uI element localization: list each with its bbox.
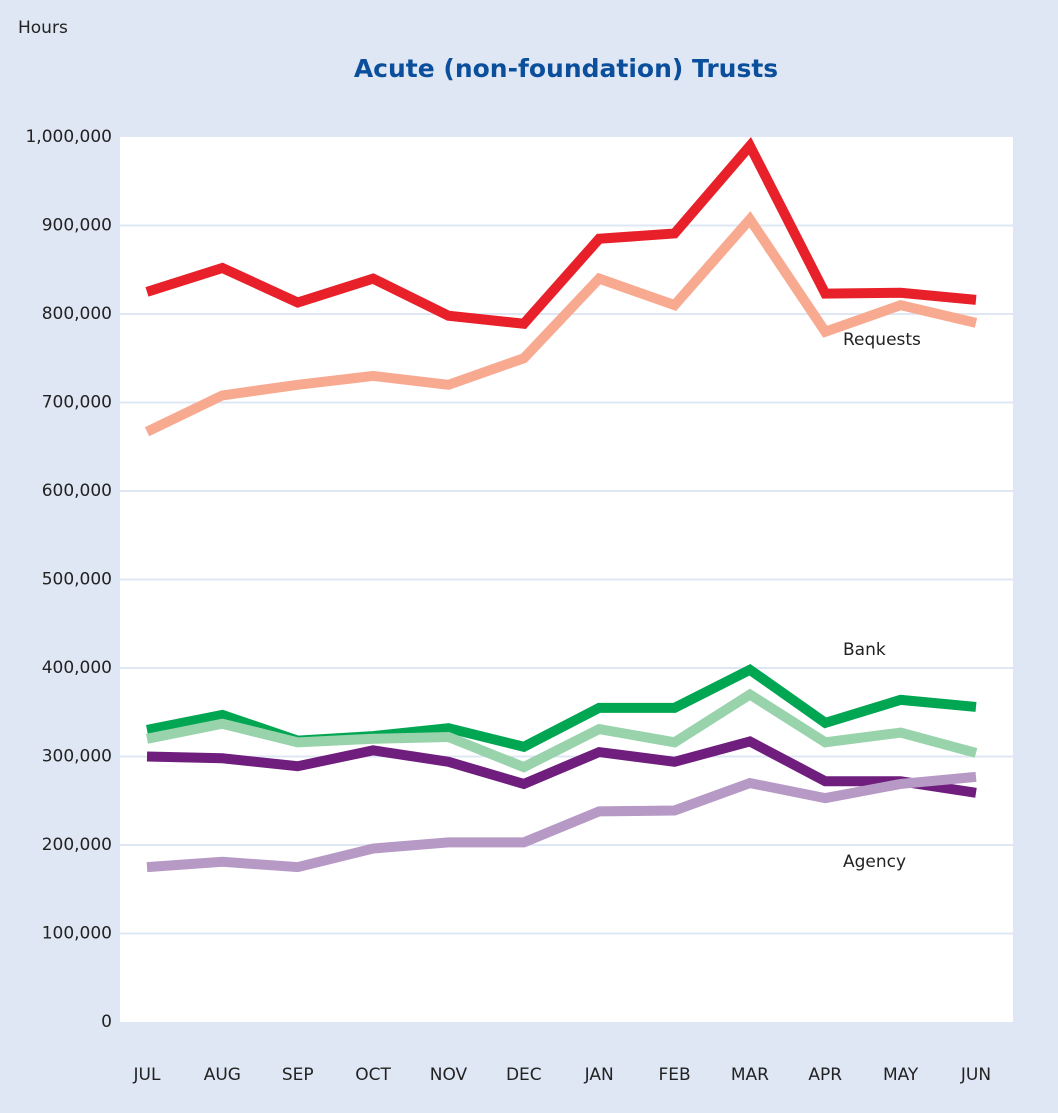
y-axis-label: Hours bbox=[18, 18, 68, 38]
y-tick-label: 700,000 bbox=[42, 393, 112, 413]
y-tick-label: 500,000 bbox=[42, 570, 112, 590]
y-tick-label: 600,000 bbox=[42, 481, 112, 501]
y-tick-label: 800,000 bbox=[42, 304, 112, 324]
y-tick-label: 300,000 bbox=[42, 747, 112, 767]
line-series bbox=[144, 211, 978, 437]
y-tick-label: 100,000 bbox=[42, 924, 112, 944]
y-tick-label: 900,000 bbox=[42, 216, 112, 236]
x-tick-label: SEP bbox=[282, 1065, 314, 1085]
y-tick-label: 1,000,000 bbox=[25, 127, 112, 147]
line-series bbox=[146, 736, 977, 798]
x-tick-label: DEC bbox=[506, 1065, 542, 1085]
x-tick-label: AUG bbox=[204, 1065, 241, 1085]
annotation: Agency bbox=[843, 852, 906, 872]
x-tick-label: JUN bbox=[960, 1065, 991, 1085]
y-tick-label: 200,000 bbox=[42, 835, 112, 855]
x-tick-label: APR bbox=[808, 1065, 842, 1085]
line-series bbox=[146, 771, 977, 873]
x-tick-label: MAY bbox=[883, 1065, 919, 1085]
x-tick-label: MAR bbox=[731, 1065, 769, 1085]
line-series bbox=[145, 136, 977, 329]
y-tick-label: 400,000 bbox=[42, 658, 112, 678]
x-tick-label: NOV bbox=[430, 1065, 468, 1085]
annotation: Requests bbox=[843, 330, 921, 350]
chart-title: Acute (non-foundation) Trusts bbox=[354, 54, 778, 83]
annotation: Bank bbox=[843, 640, 886, 660]
line-series bbox=[146, 688, 978, 773]
x-tick-label: OCT bbox=[355, 1065, 391, 1085]
y-tick-label: 0 bbox=[101, 1012, 112, 1032]
x-tick-label: JUL bbox=[133, 1065, 161, 1085]
x-tick-label: JAN bbox=[584, 1065, 614, 1085]
x-tick-label: FEB bbox=[658, 1065, 690, 1085]
